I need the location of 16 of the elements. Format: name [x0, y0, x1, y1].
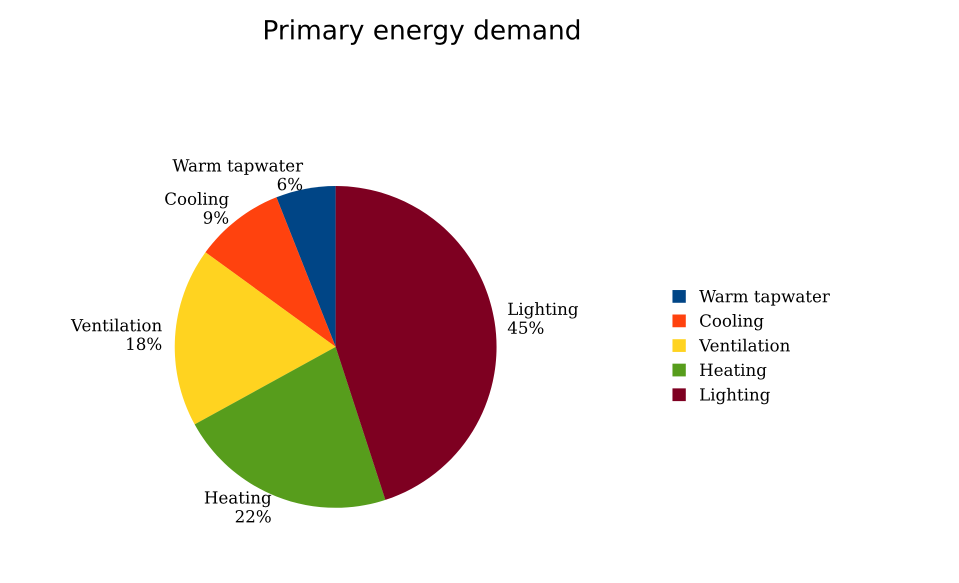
- slice-label: Heating: [204, 491, 272, 508]
- data-label: 18%: [127, 338, 162, 350]
- data-label: 9%: [204, 211, 228, 224]
- legend-label: Lighting: [700, 388, 770, 404]
- legend-label: Warm tapwater: [699, 290, 830, 306]
- data-label: 22%: [236, 510, 271, 523]
- legend-label: Ventilation: [698, 338, 790, 352]
- slice-label: Warm tapwater: [172, 159, 304, 175]
- slice-label: Ventilation: [70, 318, 162, 332]
- slice-label: Lighting: [508, 302, 578, 319]
- legend-label: Cooling: [700, 314, 764, 330]
- data-label: 45%: [508, 321, 544, 334]
- legend-label: Heating: [700, 364, 766, 380]
- slice-label: Cooling: [165, 192, 229, 208]
- chart-title: Primary energy demand: [265, 19, 580, 45]
- data-label: 6%: [278, 178, 302, 190]
